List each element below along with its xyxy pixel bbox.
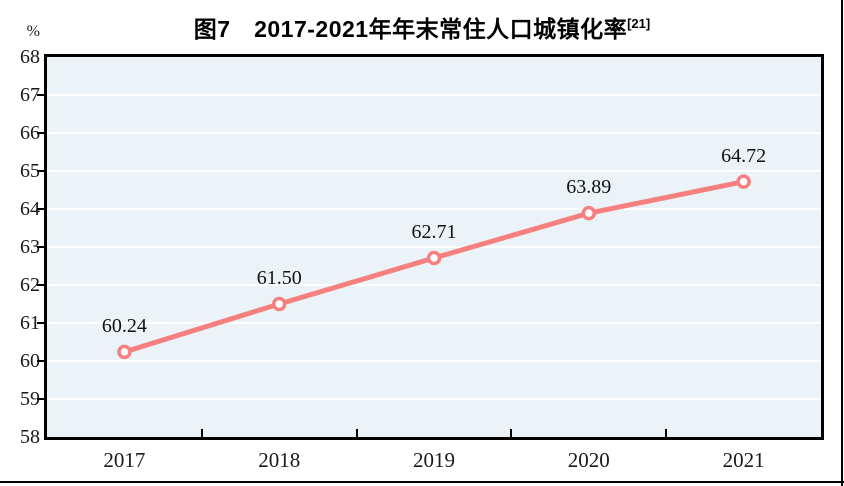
y-axis-tick-label: 58	[20, 426, 40, 448]
y-axis-tick	[37, 132, 44, 134]
y-gridline	[47, 94, 821, 96]
y-axis-tick-label: 59	[20, 388, 40, 410]
y-axis-tick-label: 63	[20, 236, 40, 258]
y-gridline	[47, 208, 821, 210]
y-axis-tick	[37, 94, 44, 96]
y-axis-tick	[37, 170, 44, 172]
y-axis-tick-label: 67	[20, 84, 40, 106]
x-axis-tick-label: 2019	[413, 448, 455, 472]
y-axis-tick-label: 61	[20, 312, 40, 334]
x-axis-tick-label: 2020	[567, 448, 610, 472]
y-gridline	[47, 246, 821, 248]
y-gridline	[47, 360, 821, 362]
data-point-marker	[581, 205, 597, 221]
data-point-marker	[117, 344, 132, 360]
figure-right-border	[841, 0, 843, 486]
x-axis-tick	[200, 429, 203, 437]
x-axis-tick-label: 2018	[258, 448, 301, 472]
x-axis-tick	[510, 429, 513, 437]
x-axis-tick	[665, 429, 668, 437]
y-axis-tick	[37, 246, 44, 248]
x-axis-tick-label: 2021	[722, 448, 765, 472]
y-axis-unit-label: %	[26, 23, 40, 40]
y-gridline	[47, 132, 821, 134]
y-gridline	[47, 398, 821, 400]
y-gridline	[47, 284, 821, 286]
y-axis-tick-label: 64	[20, 198, 40, 220]
y-axis-tick	[37, 398, 44, 400]
y-axis-tick	[37, 208, 44, 210]
y-axis-tick-label: 62	[20, 274, 40, 296]
line-series	[117, 174, 751, 360]
chart-title: 图7 2017-2021年年末常住人口城镇化率[21]	[0, 10, 844, 44]
chart-title-superscript: [21]	[627, 16, 651, 31]
y-gridline	[47, 322, 821, 324]
data-point-label: 63.89	[566, 176, 612, 199]
x-axis-tick-label: 2017	[103, 448, 146, 472]
y-axis-tick-label: 66	[20, 122, 40, 144]
data-point-label: 60.24	[101, 314, 147, 337]
data-point-label: 62.71	[411, 221, 457, 244]
data-point-marker	[736, 174, 751, 189]
data-point-label: 64.72	[721, 144, 767, 167]
y-axis-tick-label: 68	[20, 46, 40, 68]
data-point-marker	[426, 250, 442, 266]
y-axis-tick	[37, 322, 44, 324]
x-axis-tick	[355, 429, 358, 437]
series-line	[123, 179, 745, 355]
data-point-label: 61.50	[256, 267, 302, 289]
y-gridline	[47, 170, 821, 172]
figure-bottom-border	[0, 481, 844, 483]
y-axis-tick	[37, 284, 44, 286]
y-axis-tick-label: 65	[20, 160, 40, 182]
y-axis-tick	[37, 360, 44, 362]
y-axis-tick-label: 60	[20, 350, 40, 372]
data-point-marker	[271, 296, 287, 312]
chart-title-text: 图7 2017-2021年年末常住人口城镇化率	[193, 16, 628, 42]
